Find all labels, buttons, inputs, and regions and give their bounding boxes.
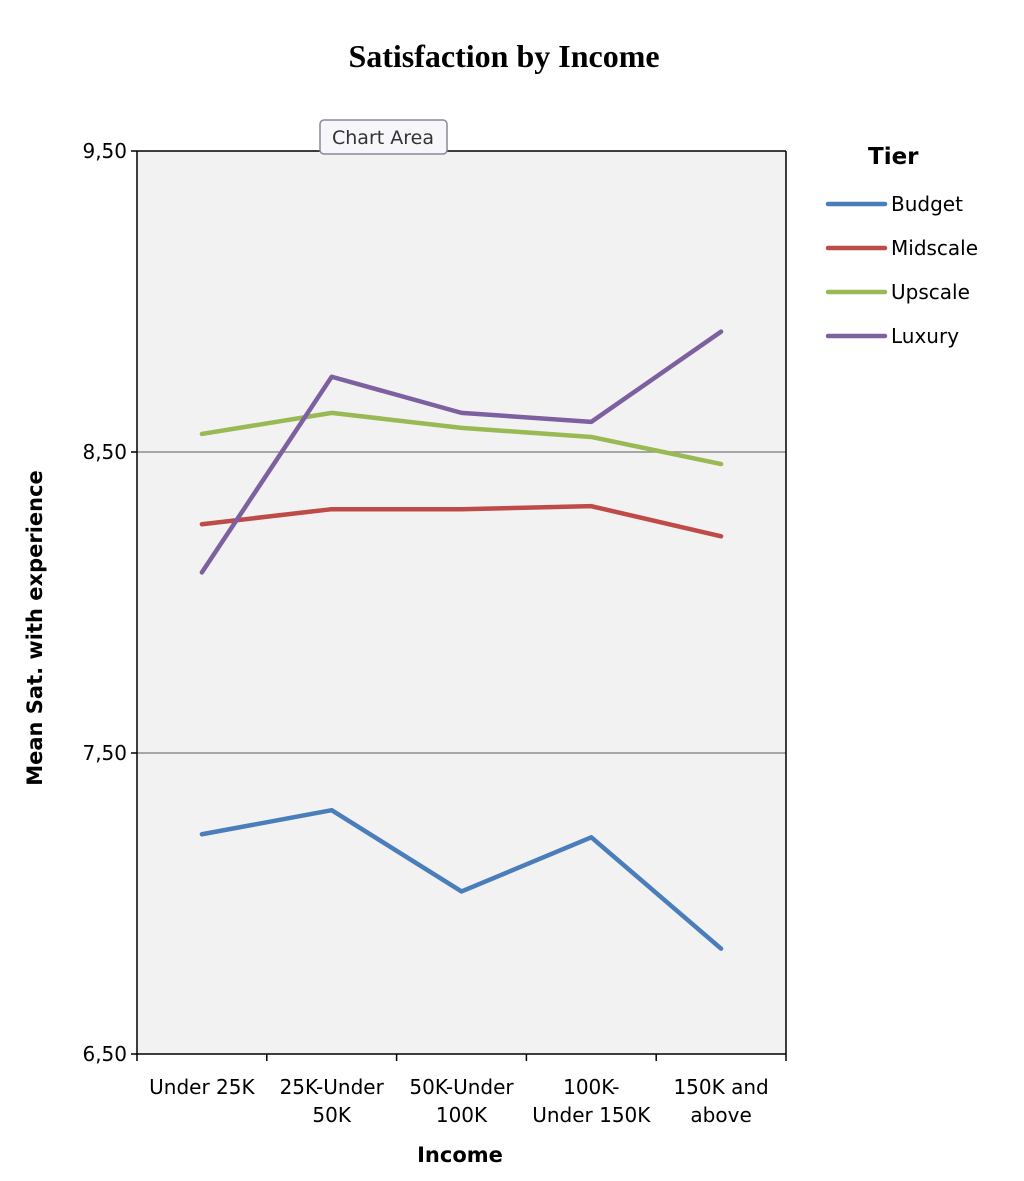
chart-title: Satisfaction by Income bbox=[348, 38, 659, 74]
series-line-luxury bbox=[199, 329, 724, 575]
y-tick-label: 7,50 bbox=[82, 741, 127, 765]
x-tick-label: 50K bbox=[312, 1103, 351, 1127]
series-line-midscale bbox=[199, 503, 724, 539]
tooltip-box bbox=[319, 119, 448, 155]
series-line-upscale bbox=[199, 410, 724, 467]
y-axis-title: Mean Sat. with experience bbox=[23, 470, 47, 786]
y-tick-label: 8,50 bbox=[82, 440, 127, 464]
plot-area bbox=[137, 151, 786, 1054]
y-tick-label: 6,50 bbox=[82, 1042, 127, 1066]
legend-label-upscale: Upscale bbox=[891, 280, 970, 304]
x-tick-label: 100K- bbox=[563, 1075, 619, 1099]
legend-label-midscale: Midscale bbox=[891, 236, 978, 260]
tooltip-text: Chart Area bbox=[332, 127, 434, 149]
legend: Budget Midscale Upscale Luxury bbox=[825, 192, 978, 348]
x-tick-label: Under 150K bbox=[532, 1103, 651, 1127]
legend-label-luxury: Luxury bbox=[891, 324, 959, 348]
y-tick-label: 9,50 bbox=[82, 139, 127, 163]
legend-title: Tier bbox=[868, 144, 919, 170]
x-tick-label: 25K-Under bbox=[280, 1075, 385, 1099]
chart-area-tooltip: Chart Area bbox=[319, 119, 448, 155]
series-line-budget bbox=[199, 807, 724, 951]
x-tick-label: 100K bbox=[436, 1103, 488, 1127]
x-tick-label: 150K and bbox=[673, 1075, 768, 1099]
x-axis-title: Income bbox=[417, 1143, 503, 1167]
legend-label-budget: Budget bbox=[891, 192, 963, 216]
x-tick-label: 50K-Under bbox=[409, 1075, 514, 1099]
x-tick-label: above bbox=[690, 1103, 751, 1127]
x-tick-label: Under 25K bbox=[149, 1075, 255, 1099]
